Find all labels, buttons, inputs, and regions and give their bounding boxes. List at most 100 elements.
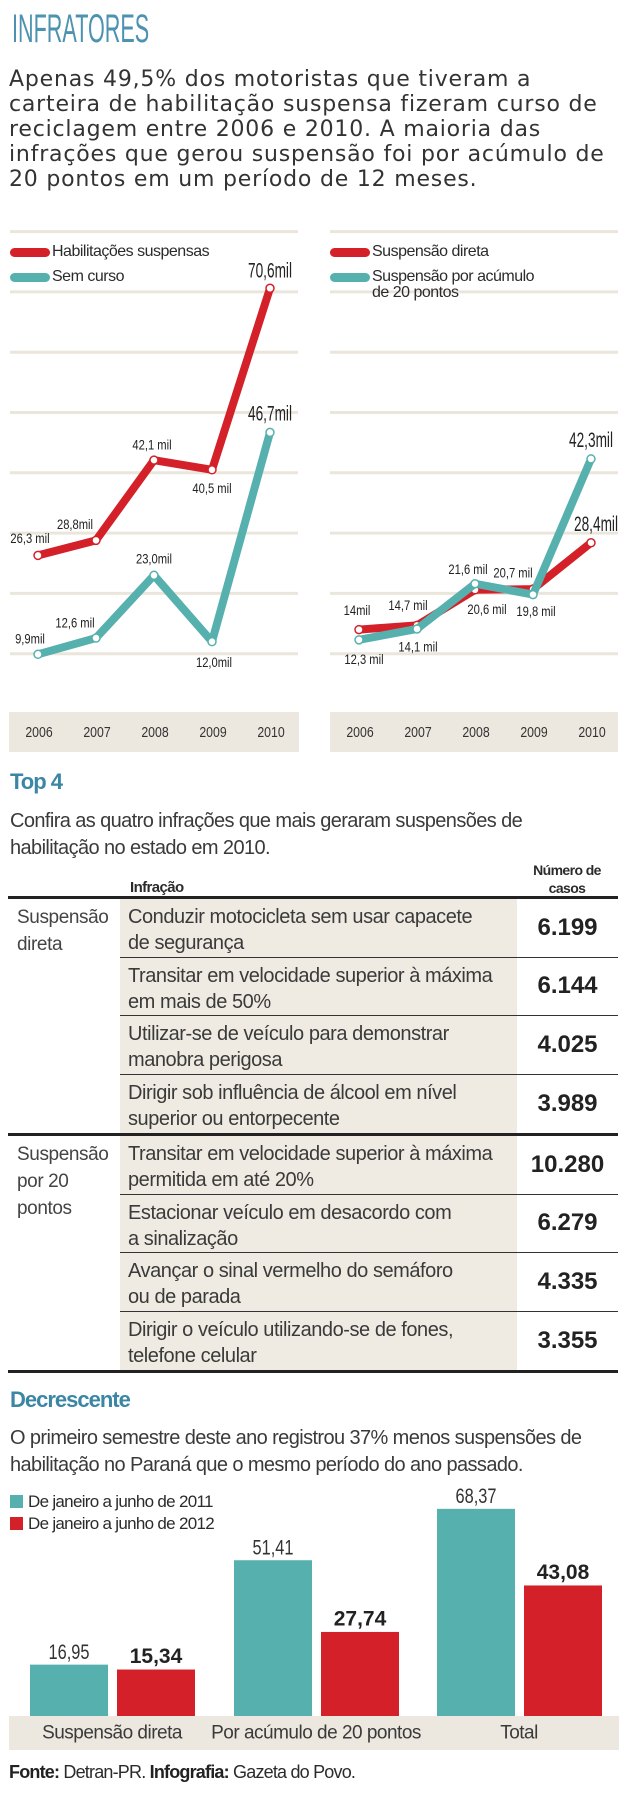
legend-swatch-2012 — [10, 1517, 23, 1530]
x-tick-label: 2009 — [520, 724, 547, 740]
data-label: 42,1 mil — [132, 437, 171, 452]
intro-line: reciclagem entre 2006 e 2010. A maioria … — [9, 117, 542, 142]
data-point — [149, 455, 159, 465]
source-credit: Fonte: Detran-PR. Infografia: Gazeta do … — [9, 1762, 356, 1782]
x-tick-label: 2008 — [141, 724, 169, 740]
table-rule — [8, 1370, 618, 1373]
description-line: O primeiro semestre deste ano registrou … — [10, 1427, 582, 1449]
data-label: 9,9mil — [15, 632, 45, 647]
top4-heading: Top 4 — [10, 769, 63, 794]
data-label: 20,7 mil — [493, 565, 532, 580]
description-line: Confira as quatro infrações que mais ger… — [10, 810, 523, 832]
table-rule — [8, 1133, 618, 1136]
infracao-cell: Conduzir motocicleta sem usar capacete d… — [120, 899, 517, 957]
infractions-table: Suspensão direta Conduzir motocicleta se… — [8, 896, 618, 1373]
intro-line: carteira de habilitação suspensa fizeram… — [9, 92, 598, 117]
legend-label-suspensao-direta: Suspensão direta — [372, 243, 489, 260]
legend-swatch-suspensao-acumulo — [330, 273, 370, 282]
table-row: Dirigir o veículo utilizando-se de fones… — [120, 1311, 618, 1370]
data-point — [470, 579, 480, 589]
bar-value-label: 51,41 — [253, 1536, 294, 1559]
category-label: Suspensão direta — [42, 1723, 183, 1744]
bar-2012 — [117, 1669, 195, 1716]
x-tick-label: 2006 — [346, 724, 374, 740]
header-line: Número de — [533, 862, 601, 878]
table-row: Utilizar-se de veículo para demonstrar m… — [120, 1016, 618, 1075]
data-point — [91, 633, 101, 643]
data-label: 42,3mil — [569, 428, 613, 452]
legend-label-2012: De janeiro a junho de 2012 — [28, 1514, 215, 1533]
x-tick-label: 2008 — [462, 724, 490, 740]
data-label: 12,0mil — [196, 655, 232, 670]
bar-value-label: 15,34 — [130, 1645, 183, 1668]
data-point — [354, 635, 364, 645]
table-rule — [8, 896, 618, 899]
column-header-infracao: Infração — [130, 879, 184, 896]
x-tick-label: 2010 — [257, 724, 285, 740]
infracao-line: Transitar em velocidade superior à máxim… — [128, 964, 493, 987]
data-label: 26,3 mil — [10, 531, 49, 546]
infracao-line: Conduzir motocicleta sem usar capacete — [128, 906, 473, 928]
table-row: Transitar em velocidade superior à máxim… — [120, 1136, 618, 1195]
bar-value-label: 16,95 — [49, 1640, 90, 1663]
series-line-red — [34, 284, 274, 560]
group-label-line: direta — [17, 934, 63, 955]
data-label: 40,5 mil — [192, 481, 231, 496]
category-band — [9, 1716, 619, 1750]
group-rows: Conduzir motocicleta sem usar capacete d… — [120, 899, 618, 1133]
legend-swatch-habilitacoes-suspensas — [10, 248, 50, 257]
decrescente-description: O primeiro semestre deste ano registrou … — [10, 1425, 582, 1479]
category-label: Total — [500, 1723, 538, 1744]
legend-swatch-2011 — [10, 1495, 23, 1508]
bar-2011 — [234, 1560, 312, 1716]
data-point — [149, 570, 159, 581]
group-label-line: pontos — [17, 1198, 72, 1219]
data-point — [33, 649, 43, 660]
casos-cell: 6.199 — [537, 913, 598, 941]
data-label: 14,7 mil — [388, 598, 427, 613]
column-header-numero-de-casos: Número de casos — [517, 861, 617, 897]
group-label-line: por 20 — [17, 1171, 69, 1192]
infracao-cell: Transitar em velocidade superior à máxim… — [120, 957, 517, 1015]
infracao-cell: Utilizar-se de veículo para demonstrar m… — [120, 1016, 517, 1074]
top4-description: Confira as quatro infrações que mais ger… — [10, 808, 523, 862]
casos-cell: 10.280 — [530, 1150, 605, 1178]
x-tick-label: 2006 — [25, 724, 53, 740]
group-label-line: Suspensão — [17, 907, 109, 928]
bar-2012 — [321, 1631, 399, 1716]
infracao-line: Dirigir sob influência de álcool em níve… — [128, 1081, 457, 1104]
infracao-line: telefone celular — [128, 1344, 257, 1367]
data-label: 21,6 mil — [448, 562, 487, 577]
table-row: Transitar em velocidade superior à máxim… — [120, 957, 618, 1016]
data-point — [412, 624, 422, 634]
data-label: 46,7mil — [248, 402, 292, 426]
data-point — [91, 535, 101, 546]
table-row: Estacionar veículo em desacordo com a si… — [120, 1194, 618, 1253]
fonte-value: Detran-PR. — [63, 1762, 146, 1782]
data-label: 14,1 mil — [398, 639, 437, 654]
table-group-suspensao-20-pontos: Suspensão por 20 pontos Transitar em vel… — [8, 1136, 618, 1370]
intro-line: 20 pontos em um período de 12 meses. — [9, 167, 478, 192]
data-point — [354, 624, 364, 635]
table-row: Dirigir sob influência de álcool em níve… — [120, 1074, 618, 1133]
data-point — [265, 283, 275, 294]
infracao-line: permitida em até 20% — [128, 1169, 314, 1191]
data-label: 14mil — [344, 603, 371, 618]
infracao-line: a sinalização — [128, 1227, 238, 1250]
data-label: 19,8 mil — [516, 604, 555, 619]
table-group-suspensao-direta: Suspensão direta Conduzir motocicleta se… — [8, 899, 618, 1133]
data-point — [528, 589, 538, 600]
infracao-cell: Avançar o sinal vermelho do semáforo ou … — [120, 1253, 517, 1311]
infracao-line: Utilizar-se de veículo para demonstrar — [128, 1023, 449, 1045]
decrescente-heading: Decrescente — [10, 1387, 131, 1412]
bar-value-label: 43,08 — [537, 1561, 590, 1584]
legend-swatch-suspensao-direta — [330, 248, 370, 257]
category-label: Por acúmulo de 20 pontos — [211, 1723, 421, 1744]
legend-label-sem-curso: Sem curso — [52, 268, 124, 285]
x-axis-band — [9, 712, 299, 752]
infracao-line: Avançar o sinal vermelho do semáforo — [128, 1260, 453, 1282]
legend-swatch-sem-curso — [10, 273, 50, 282]
group-label: Suspensão direta — [8, 899, 120, 1133]
group-rows: Transitar em velocidade superior à máxim… — [120, 1136, 618, 1370]
